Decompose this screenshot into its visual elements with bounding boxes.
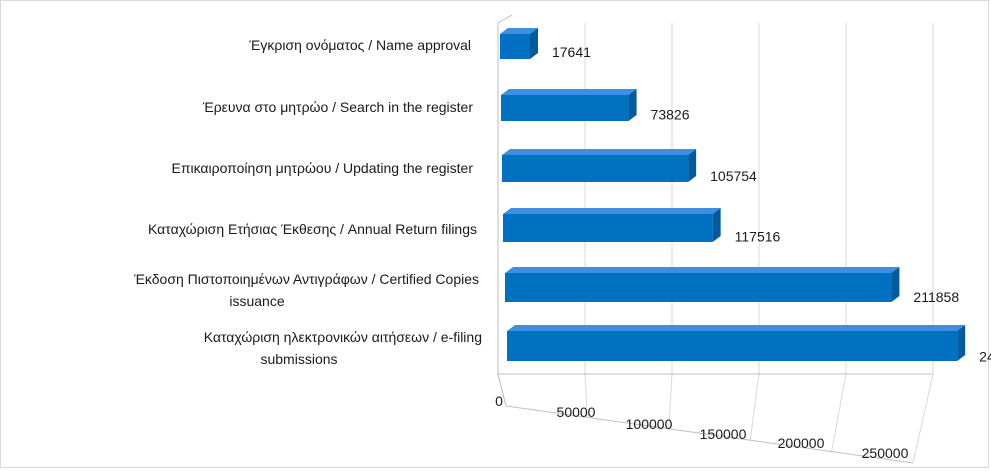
bar [505,273,892,302]
x-tick-label: 0 [495,393,503,409]
data-label: 211858 [913,289,959,305]
data-label: 241504 [979,349,991,365]
bar-top-face [507,325,966,331]
bar-top-face [501,89,637,95]
gridline-floor [749,373,760,441]
x-tick-label: 50000 [557,404,596,420]
category-label: Καταχώριση Ετήσιας Έκθεσης / Annual Retu… [148,221,477,237]
data-label: 17641 [552,44,591,60]
gridline-floor [831,373,847,452]
bar-end-face [628,89,637,121]
data-label: 117516 [735,229,781,245]
category-label: Έρευνα στο μητρώο / Search in the regist… [202,99,474,115]
bar [501,95,629,121]
data-label: 105754 [710,168,757,184]
category-label: submissions [260,351,337,367]
bar-top-face [502,149,697,155]
gridline-floor [584,373,588,418]
bar [503,214,713,242]
category-label: Επικαιροποίηση μητρώου / Updating the re… [171,160,473,176]
gridline-floor [912,373,934,464]
x-tick-label: 200000 [778,435,825,451]
bar [502,155,689,182]
bar-end-face [891,267,900,302]
bar-end-face [957,325,966,361]
floor-front-edge [505,405,914,464]
category-label: Έγκριση ονόματος / Name approval [248,37,471,53]
category-label: Καταχώριση ηλεκτρονικών αιτήσεων / e-fil… [204,329,482,345]
gridline-floor [668,373,673,429]
x-tick-label: 100000 [626,416,673,432]
data-label: 73826 [651,107,690,123]
category-label: Έκδοση Πιστοποιημένων Αντιγράφων / Certi… [133,271,479,287]
x-tick-label: 250000 [862,445,909,461]
bar-top-face [503,208,721,214]
category-label: issuance [229,293,284,309]
bar-end-face [712,208,721,242]
bar-top-face [505,267,900,273]
bar-top-face [500,28,538,34]
back-wall-outline [497,14,513,374]
bar-end-face [529,28,538,59]
bar [507,331,958,361]
x-tick-label: 150000 [700,426,747,442]
floor-left-edge [497,373,507,407]
bar-end-face [688,149,697,182]
bar [500,34,530,59]
